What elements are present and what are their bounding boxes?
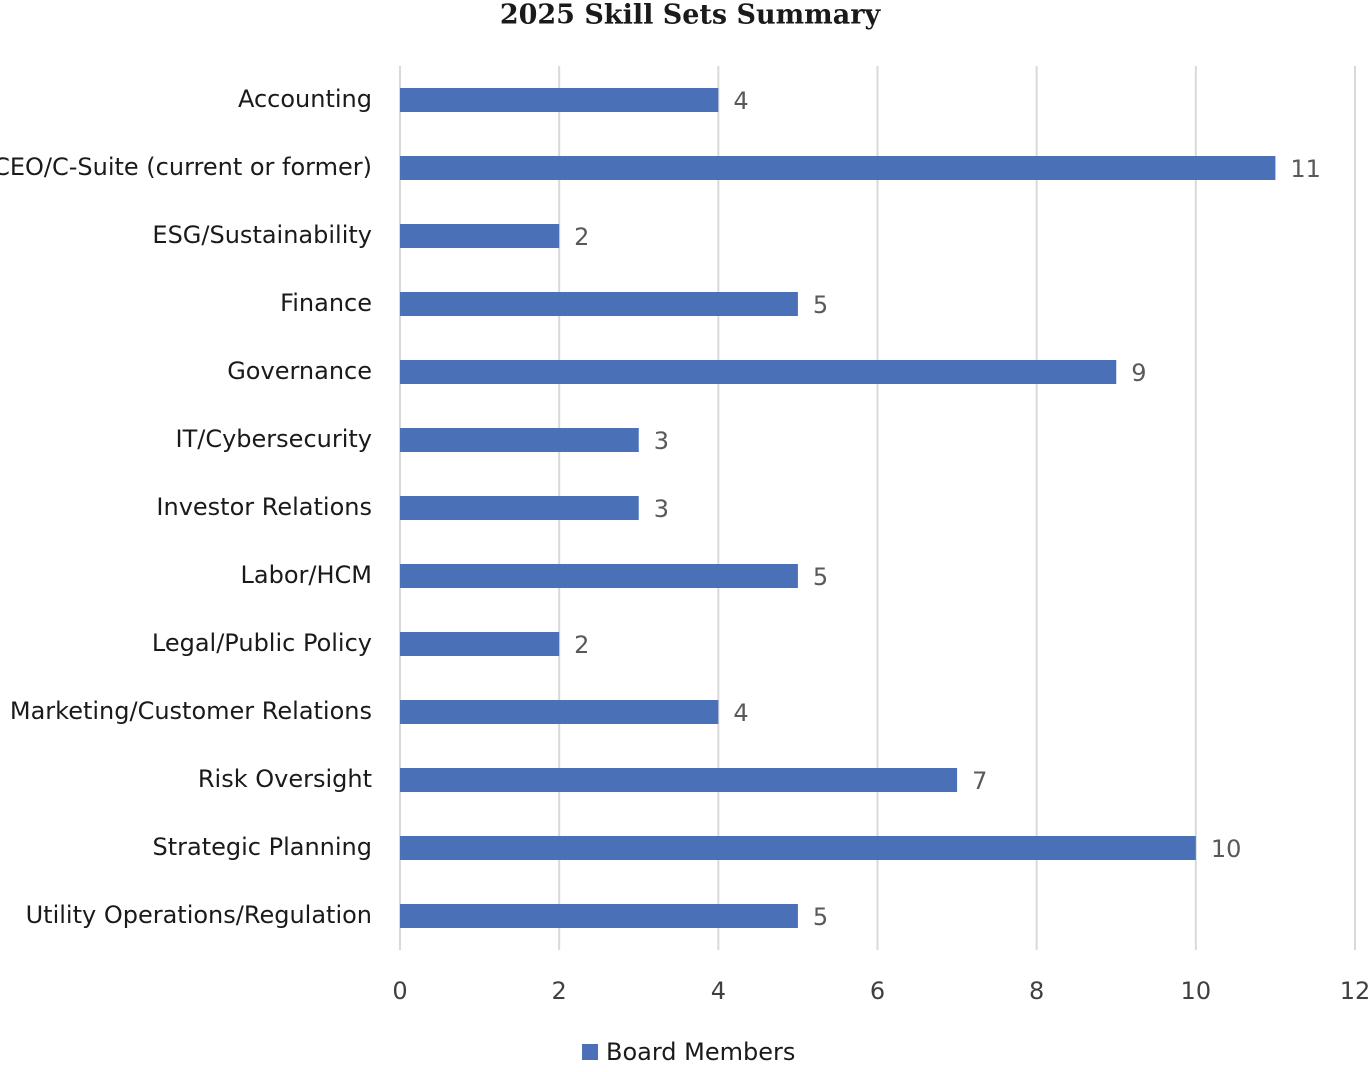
- value-label: 9: [1131, 359, 1146, 387]
- value-label: 7: [972, 767, 987, 795]
- y-tick-label: CEO/C-Suite (current or former): [0, 153, 372, 181]
- value-label: 11: [1290, 155, 1321, 183]
- x-tick-label: 12: [1340, 977, 1371, 1005]
- x-tick-label: 8: [1029, 977, 1044, 1005]
- bar: [400, 700, 719, 724]
- y-tick-label: Accounting: [238, 85, 372, 113]
- bar: [400, 292, 798, 316]
- bar: [400, 88, 719, 112]
- x-tick-label: 2: [552, 977, 567, 1005]
- bar: [400, 836, 1196, 860]
- value-label: 5: [813, 903, 828, 931]
- y-tick-label: Labor/HCM: [241, 561, 372, 589]
- x-tick-label: 0: [392, 977, 407, 1005]
- y-tick-label: Utility Operations/Regulation: [26, 901, 372, 929]
- value-label: 4: [733, 699, 748, 727]
- y-tick-label: IT/Cybersecurity: [176, 425, 372, 453]
- y-tick-label: Governance: [227, 357, 372, 385]
- y-tick-label: Strategic Planning: [152, 833, 372, 861]
- y-tick-label: Legal/Public Policy: [152, 629, 372, 657]
- bar: [400, 360, 1117, 384]
- value-label: 3: [654, 427, 669, 455]
- value-label: 4: [733, 87, 748, 115]
- bar: [400, 496, 639, 520]
- chart-title: 2025 Skill Sets Summary: [500, 0, 882, 31]
- y-tick-label: Finance: [280, 289, 372, 317]
- bar: [400, 224, 560, 248]
- bar: [400, 768, 958, 792]
- value-label: 10: [1211, 835, 1242, 863]
- y-tick-label: Risk Oversight: [198, 765, 372, 793]
- value-label: 3: [654, 495, 669, 523]
- bar: [400, 632, 560, 656]
- x-tick-label: 6: [870, 977, 885, 1005]
- value-label: 5: [813, 291, 828, 319]
- legend-label: Board Members: [606, 1038, 795, 1066]
- value-label: 2: [574, 631, 589, 659]
- value-label: 2: [574, 223, 589, 251]
- bar: [400, 428, 639, 452]
- bar: [400, 904, 798, 928]
- bar: [400, 564, 798, 588]
- legend-swatch: [582, 1044, 598, 1060]
- x-tick-label: 4: [711, 977, 726, 1005]
- value-label: 5: [813, 563, 828, 591]
- y-tick-label: Investor Relations: [156, 493, 372, 521]
- bar: [400, 156, 1276, 180]
- y-tick-label: ESG/Sustainability: [152, 221, 372, 249]
- x-tick-label: 10: [1181, 977, 1212, 1005]
- y-tick-label: Marketing/Customer Relations: [10, 697, 372, 725]
